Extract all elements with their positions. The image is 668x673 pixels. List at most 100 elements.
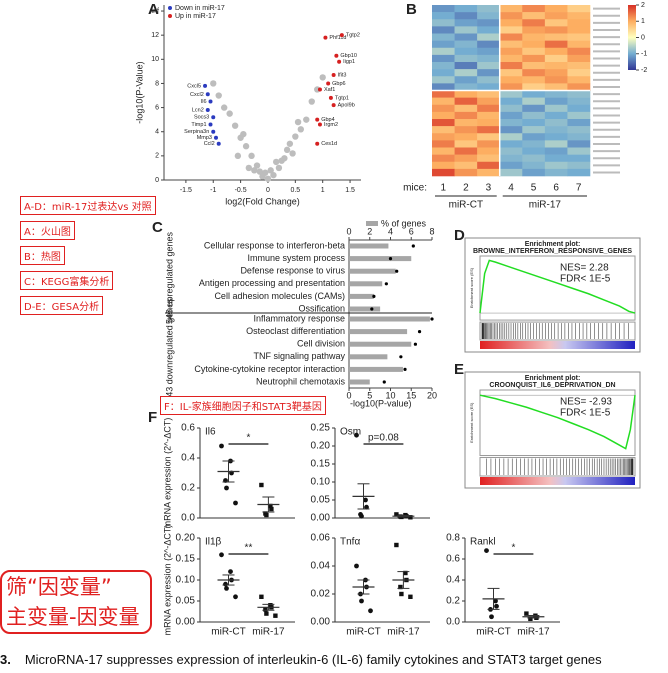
heatmap-cell (477, 33, 501, 41)
heatmap-cell (432, 40, 455, 49)
point (528, 616, 533, 622)
y-axis-label: Enrichment score (ES) (469, 267, 474, 308)
heatmap-cell (522, 40, 546, 49)
point (245, 164, 253, 172)
panel-label: F (148, 409, 157, 426)
y-tick-label: 0.25 (311, 423, 331, 434)
y-axis-label: -log10(P-Value) (134, 61, 144, 123)
point (339, 33, 344, 38)
bar (349, 243, 389, 249)
heatmap-cell (454, 90, 478, 98)
heatmap-cell (477, 97, 501, 106)
heatmap-cell (499, 111, 523, 120)
significance-label: ** (245, 543, 253, 554)
point (398, 584, 403, 590)
bar (349, 268, 396, 274)
x2-tick-label: 10 (385, 390, 395, 400)
point-label: Mmp3 (197, 135, 212, 141)
point (211, 115, 216, 120)
heatmap-cell (454, 97, 478, 106)
point (489, 614, 494, 620)
heatmap-cell (477, 40, 501, 49)
heatmap-cell (454, 140, 478, 148)
dot (430, 317, 434, 321)
heatmap-cell (477, 83, 501, 91)
column-label: 4 (508, 183, 514, 194)
heatmap-cell (432, 97, 455, 106)
group-label: miR-17 (529, 200, 562, 211)
category-label: Ossification (298, 303, 345, 313)
point (399, 591, 404, 597)
point (242, 143, 250, 150)
annotation: NES= 2.28 (560, 263, 609, 274)
heatmap-cell (522, 90, 546, 98)
y-tick-label: 8 (155, 80, 159, 87)
heatmap-cell (499, 26, 523, 34)
annotation: D-E：GESA分析 (20, 296, 104, 315)
point (275, 164, 283, 172)
x-tick-label: -1 (210, 187, 216, 194)
point (328, 95, 333, 100)
caption-text: MicroRNA-17 suppresses expression of int… (24, 652, 602, 667)
category-label: Neutrophil chemotaxis (256, 376, 346, 386)
point (264, 175, 272, 182)
callout-line: 主变量-因变量 (6, 605, 140, 629)
figure: A-1.5 -1 -0.5 0 0.5 1 1.5024681012Inflog2(Fold… (134, 1, 647, 638)
point (233, 594, 238, 600)
heatmap-cell (454, 119, 478, 127)
point (354, 432, 359, 438)
dot (372, 294, 376, 298)
point-label: Ifit3 (338, 72, 347, 78)
dot (399, 355, 403, 359)
heatmap-cell (454, 133, 478, 141)
point (267, 167, 274, 174)
heatmap-cell (454, 83, 478, 91)
point (205, 108, 210, 112)
heatmap-cell (567, 168, 591, 177)
heatmap-cell (454, 111, 478, 120)
heatmap-cell (499, 5, 523, 13)
point-label: Tgtp2 (346, 33, 360, 39)
x-tick-label: 6 (409, 226, 414, 236)
colorbar-tick-label: -1 (641, 51, 647, 58)
category-label: Osteoclast differentiation (246, 326, 345, 336)
point (273, 613, 278, 618)
x-axis-label: log2(Fold Change) (225, 196, 300, 206)
point (219, 443, 224, 449)
heatmap-cell (544, 26, 568, 34)
heatmap-cell (544, 76, 568, 84)
x-tick-label: 0.5 (290, 187, 300, 194)
legend-label: Up in miR-17 (175, 13, 216, 20)
heatmap-cell (454, 54, 478, 63)
heatmap-cell (567, 161, 591, 170)
heatmap-cell (477, 47, 501, 56)
x2-tick-label: 20 (427, 390, 437, 400)
column-label: 2 (463, 183, 469, 194)
dot (384, 282, 388, 286)
y-tick-label: 0.05 (176, 596, 196, 607)
heatmap-cell (567, 19, 591, 27)
heatmap-cell (544, 33, 568, 41)
x-tick-label: 1 (321, 187, 325, 194)
y-tick-label: 0.2 (181, 483, 195, 494)
heatmap-cell (522, 97, 546, 106)
y-tick-label: 2 (155, 153, 159, 160)
heatmap-cell (432, 104, 455, 113)
heatmap-cell (432, 12, 455, 20)
heatmap-cell (477, 19, 501, 27)
point (323, 35, 328, 40)
y-tick-label: Inf (151, 8, 159, 15)
column-label: 6 (553, 183, 559, 194)
bar (349, 306, 381, 312)
y-tick-label: 0.4 (446, 575, 460, 586)
point (317, 87, 322, 92)
point-label: Cxcl5 (187, 83, 201, 89)
heatmap-cell (432, 133, 455, 141)
es-frame (479, 389, 636, 457)
point (259, 594, 264, 599)
y-axis-label: Enrichment score (ES) (469, 402, 474, 443)
plot-title: Il6 (205, 427, 216, 438)
point (208, 99, 213, 104)
heatmap-cell (567, 140, 591, 148)
annotation: A-D：miR-17过表达vs 对照 (20, 196, 156, 215)
